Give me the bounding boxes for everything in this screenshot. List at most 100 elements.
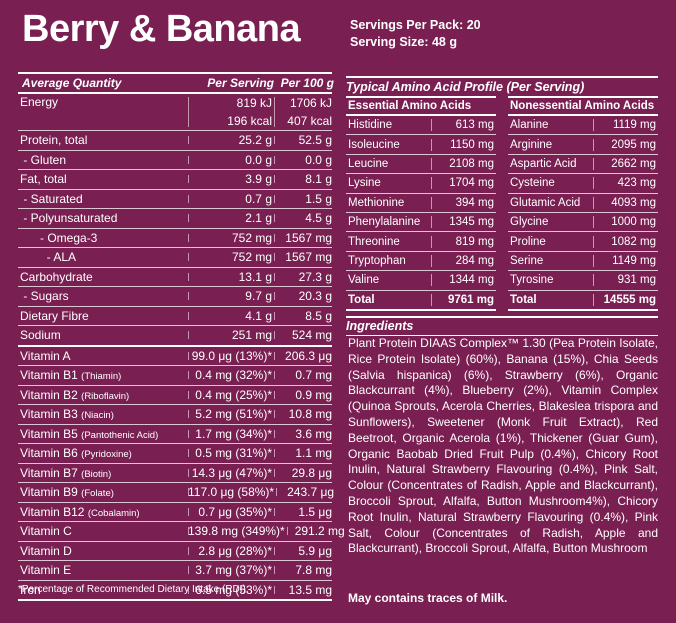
- nutrient-name: - Sugars: [18, 289, 188, 303]
- per-serving-value: 14.3 μg (47%)*: [188, 466, 274, 480]
- nutrition-row: Vitamin E 3.7 mg (37%)* 7.8 mg: [18, 561, 332, 581]
- per-100g-value: 29.8 μg: [274, 466, 334, 480]
- value-line: 407 kcal: [287, 113, 332, 128]
- amino-name: Histidine: [348, 119, 393, 132]
- amino-name: Lysine: [348, 177, 381, 190]
- per-100g-value: 20.3 g: [274, 289, 334, 303]
- amino-value: 1704 mg: [431, 177, 496, 190]
- nutrition-row: Sodium 251 mg 524 mg: [18, 326, 332, 347]
- nutrient-label: Vitamin B1: [20, 368, 78, 383]
- per-serving-value: 752 mg: [188, 231, 274, 245]
- nutrient-label: - Saturated: [20, 191, 83, 206]
- amino-value: 613 mg: [431, 119, 496, 132]
- amino-name: Tyrosine: [510, 274, 554, 287]
- amino-value: 284 mg: [431, 254, 496, 267]
- amino-value: 931 mg: [593, 274, 658, 287]
- per-100g-value: 4.5 g: [274, 211, 334, 225]
- amino-total-row: Total 14555 mg: [508, 291, 658, 311]
- per-serving-value: 9.7 g: [188, 289, 274, 303]
- nutrition-row: Protein, total 25.2 g 52.5 g: [18, 131, 332, 151]
- nutrient-sublabel: (Niacin): [81, 410, 114, 422]
- nutrition-row: Vitamin D 2.8 μg (28%)* 5.9 μg: [18, 542, 332, 561]
- amino-name: Alanine: [510, 119, 549, 132]
- nutrient-label: Vitamin B5: [20, 426, 78, 441]
- per-serving-value: 2.8 μg (28%)*: [188, 544, 274, 558]
- nutrient-label: Vitamin D: [20, 543, 72, 558]
- nutrition-row: Iron 6.5 mg (53%)* 13.5 mg: [18, 581, 332, 601]
- amino-total-value: 9761 mg: [431, 293, 496, 306]
- per-100g-value: 206.3 μg: [274, 349, 334, 363]
- per-serving-value: 3.9 g: [188, 172, 274, 186]
- nutrient-name: Carbohydrate: [18, 270, 188, 284]
- nutrient-name: Vitamin B9 (Folate): [18, 485, 188, 499]
- amino-row: Serine 1149 mg: [508, 252, 658, 272]
- per-100g-value: 52.5 g: [274, 133, 334, 147]
- value-line: 196 kcal: [227, 113, 272, 128]
- nutrient-name: Sodium: [18, 328, 188, 342]
- amino-row: Phenylalanine 1345 mg: [346, 213, 496, 233]
- nutrient-name: Protein, total: [18, 133, 188, 147]
- amino-total-value: 14555 mg: [593, 293, 658, 306]
- nutrient-sublabel: (Thiamin): [81, 371, 122, 383]
- amino-value: 1149 mg: [593, 254, 658, 267]
- nutrient-label: - Sugars: [20, 289, 69, 304]
- nutrient-sublabel: (Biotin): [81, 468, 112, 480]
- amino-row: Methionine 394 mg: [346, 194, 496, 213]
- header-per-100g: Per 100 g: [280, 76, 334, 90]
- nutrition-row: Vitamin B3 (Niacin) 5.2 mg (51%)* 10.8 mg: [18, 405, 332, 425]
- nutrient-label: - Omega-3: [20, 230, 98, 245]
- nutrient-sublabel: (Folate): [81, 488, 114, 500]
- amino-row: Cysteine 423 mg: [508, 174, 658, 194]
- amino-value: 4093 mg: [593, 196, 658, 209]
- nutrition-row: Carbohydrate 13.1 g 27.3 g: [18, 268, 332, 287]
- essential-amino-table: Essential Amino Acids Histidine 613 mg Iso…: [346, 96, 496, 311]
- per-100g-value: 10.8 mg: [274, 407, 334, 421]
- nutrient-name: Vitamin D: [18, 544, 188, 558]
- per-serving-value: 5.2 mg (51%)*: [188, 407, 274, 421]
- amino-value: 1345 mg: [431, 216, 496, 229]
- per-serving-value: 4.1 g: [188, 309, 274, 323]
- nutrient-name: - ALA: [18, 250, 188, 264]
- per-serving-value: 1.7 mg (34%)*: [188, 427, 274, 441]
- nutrition-row: Vitamin B12 (Cobalamin) 0.7 μg (35%)* 1.5 …: [18, 503, 332, 522]
- nutrition-row: Energy 819 kJ 196 kcal 1706 kJ 407 kcal: [18, 94, 332, 131]
- nutrient-label: Vitamin B3: [20, 407, 78, 422]
- ingredients-text: Plant Protein DIAAS Complex™ 1.30 (Pea P…: [348, 336, 658, 556]
- amino-value: 2662 mg: [593, 157, 658, 170]
- amino-row: Arginine 2095 mg: [508, 135, 658, 155]
- allergy-statement: May contains traces of Milk.: [348, 591, 508, 605]
- nutrition-row: Vitamin B7 (Biotin) 14.3 μg (47%)* 29.8 μg: [18, 464, 334, 483]
- per-serving-value: 99.0 μg (13%)*: [188, 349, 274, 363]
- amino-row: Threonine 819 mg: [346, 232, 496, 252]
- per-100g-value: 3.6 mg: [274, 427, 334, 441]
- nutrient-label: Sodium: [20, 328, 61, 343]
- nutrient-name: Vitamin B1 (Thiamin): [18, 368, 188, 382]
- amino-value: 2095 mg: [593, 138, 658, 151]
- per-serving-value: 0.7 g: [188, 192, 274, 206]
- per-100g-value: 8.1 g: [274, 172, 334, 186]
- nutrient-name: - Polyunsaturated: [18, 211, 188, 225]
- per-serving-value: 819 kJ 196 kcal: [188, 94, 274, 130]
- amino-row: Leucine 2108 mg: [346, 155, 496, 175]
- nutrient-name: Vitamin B6 (Pyridoxine): [18, 446, 188, 460]
- amino-name: Serine: [510, 254, 544, 267]
- per-serving-value: 13.1 g: [188, 270, 274, 284]
- per-100g-value: 0.9 mg: [274, 388, 334, 402]
- nutrient-label: Vitamin B6: [20, 446, 78, 461]
- amino-total-label: Total: [510, 293, 537, 306]
- amino-title: Typical Amino Acid Profile (Per Serving): [346, 76, 658, 96]
- nutrient-label: Protein, total: [20, 133, 88, 148]
- amino-row: Alanine 1119 mg: [508, 116, 658, 136]
- amino-value: 394 mg: [431, 196, 496, 209]
- essential-header: Essential Amino Acids: [346, 96, 496, 116]
- amino-row: Histidine 613 mg: [346, 116, 496, 136]
- per-100g-value: 291.2 mg: [286, 524, 347, 538]
- per-100g-value: 1.1 mg: [274, 446, 334, 460]
- nutrient-label: Vitamin A: [20, 348, 71, 363]
- nutrient-name: Vitamin A: [18, 349, 188, 363]
- per-100g-value: 0.7 mg: [274, 368, 334, 382]
- amino-total-row: Total 9761 mg: [346, 291, 496, 311]
- nutrition-row: Dietary Fibre 4.1 g 8.5 g: [18, 307, 332, 326]
- nonessential-amino-table: Nonessential Amino Acids Alanine 1119 mg A…: [508, 96, 658, 311]
- amino-value: 1119 mg: [593, 119, 658, 132]
